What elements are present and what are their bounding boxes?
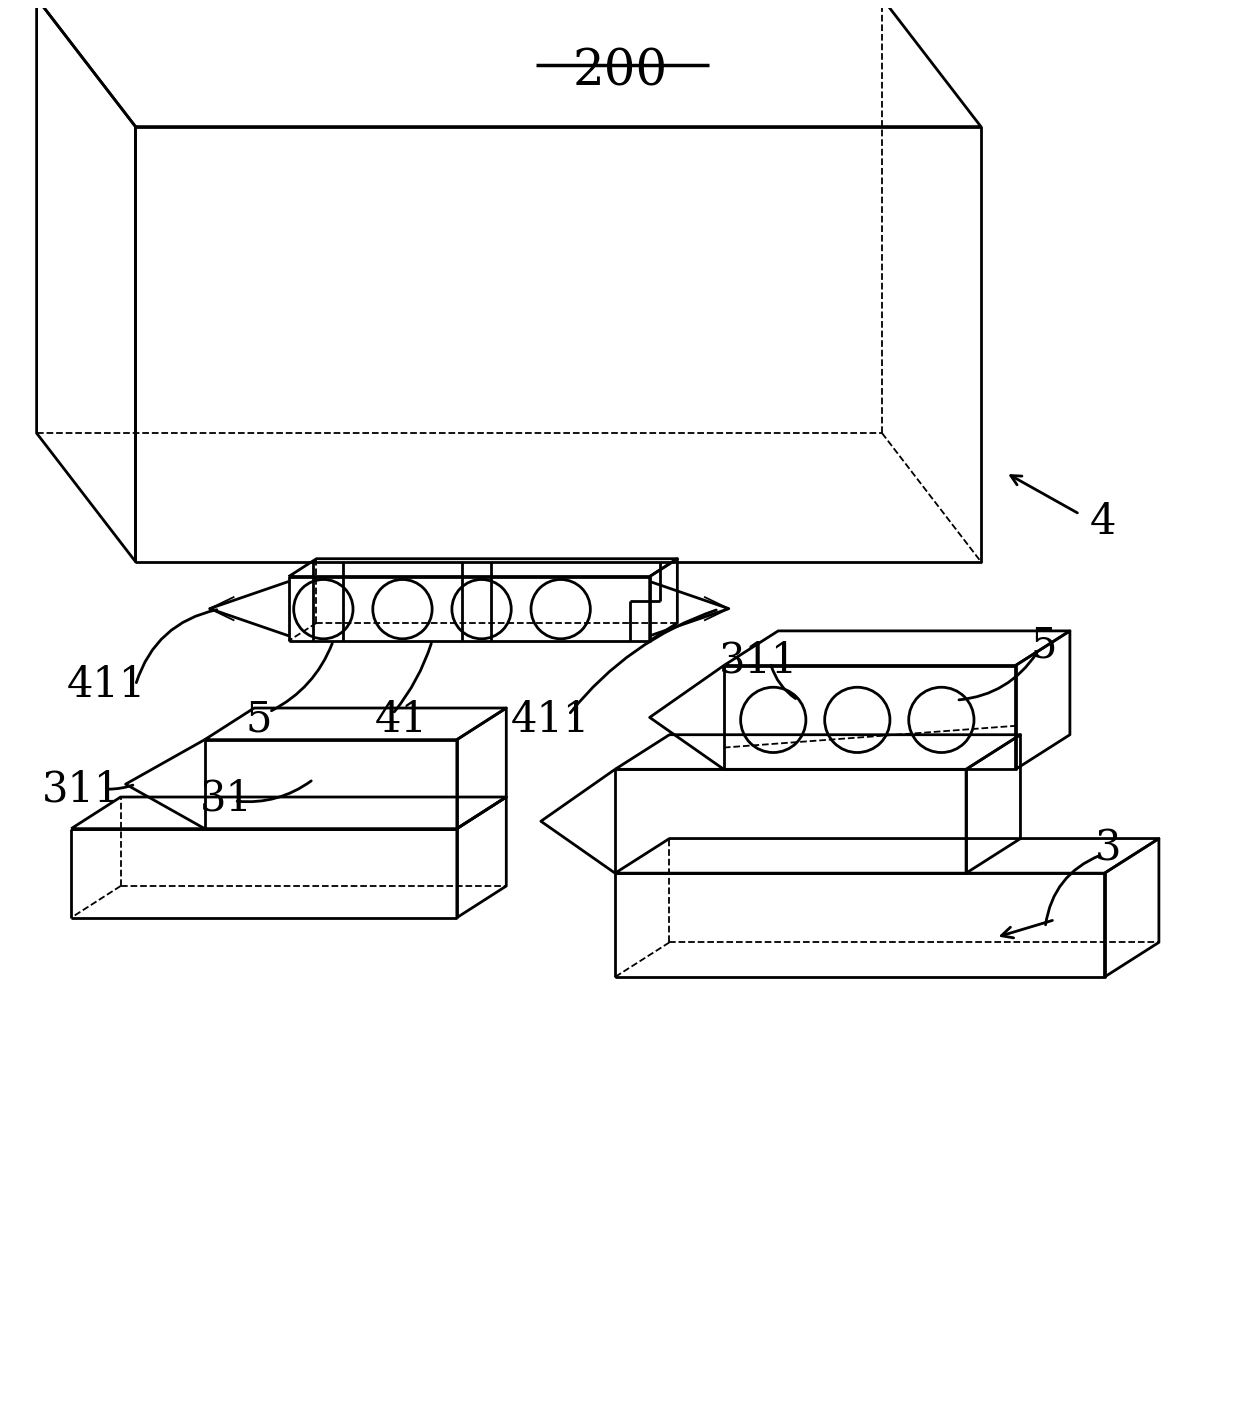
FancyArrowPatch shape (109, 785, 133, 790)
Text: 31: 31 (200, 778, 253, 819)
FancyArrowPatch shape (771, 665, 796, 699)
Text: 3: 3 (1095, 828, 1121, 869)
FancyArrowPatch shape (394, 643, 432, 711)
Text: 5: 5 (1030, 625, 1056, 667)
Text: 311: 311 (42, 768, 120, 809)
Text: 5: 5 (246, 699, 273, 741)
FancyArrowPatch shape (136, 609, 217, 683)
Text: 411: 411 (511, 699, 590, 741)
FancyArrowPatch shape (237, 781, 311, 802)
FancyArrowPatch shape (272, 643, 332, 711)
Text: 311: 311 (719, 639, 799, 682)
FancyArrowPatch shape (570, 611, 717, 713)
FancyArrowPatch shape (1045, 855, 1100, 924)
Text: 200: 200 (573, 47, 667, 97)
Text: 4: 4 (1090, 501, 1116, 542)
Text: 41: 41 (374, 699, 428, 741)
FancyArrowPatch shape (959, 653, 1037, 700)
Text: 411: 411 (66, 665, 145, 706)
